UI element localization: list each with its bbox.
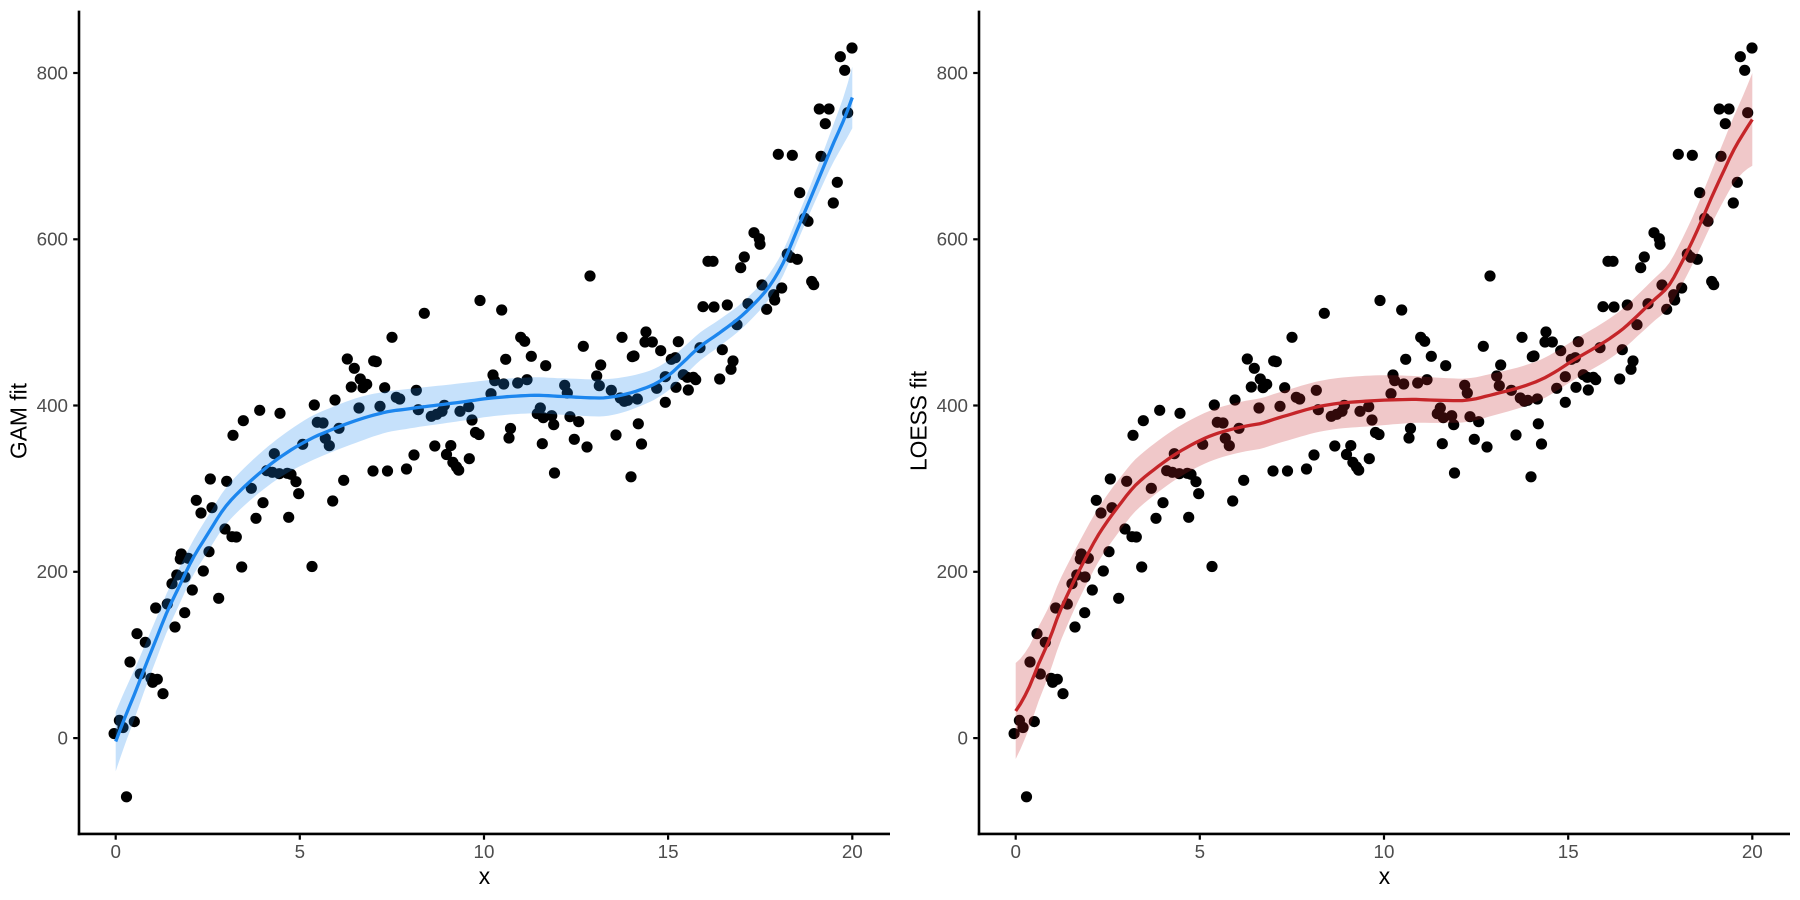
svg-text:20: 20 [1742, 841, 1763, 862]
svg-text:10: 10 [1374, 841, 1395, 862]
svg-text:15: 15 [1558, 841, 1579, 862]
svg-text:400: 400 [937, 395, 968, 416]
svg-text:15: 15 [658, 841, 679, 862]
svg-text:800: 800 [37, 62, 68, 83]
svg-text:5: 5 [295, 841, 305, 862]
svg-text:10: 10 [474, 841, 495, 862]
svg-text:200: 200 [37, 561, 68, 582]
svg-text:x: x [479, 863, 491, 889]
svg-text:x: x [1379, 863, 1391, 889]
svg-text:600: 600 [37, 229, 68, 250]
svg-text:GAM fit: GAM fit [6, 382, 32, 459]
svg-text:200: 200 [937, 561, 968, 582]
svg-text:400: 400 [37, 395, 68, 416]
svg-text:5: 5 [1195, 841, 1205, 862]
svg-text:0: 0 [1010, 841, 1020, 862]
svg-text:0: 0 [110, 841, 120, 862]
svg-text:20: 20 [842, 841, 863, 862]
svg-text:600: 600 [937, 229, 968, 250]
svg-text:0: 0 [58, 727, 68, 748]
svg-text:800: 800 [937, 62, 968, 83]
svg-text:LOESS fit: LOESS fit [906, 370, 932, 471]
svg-text:0: 0 [958, 727, 968, 748]
